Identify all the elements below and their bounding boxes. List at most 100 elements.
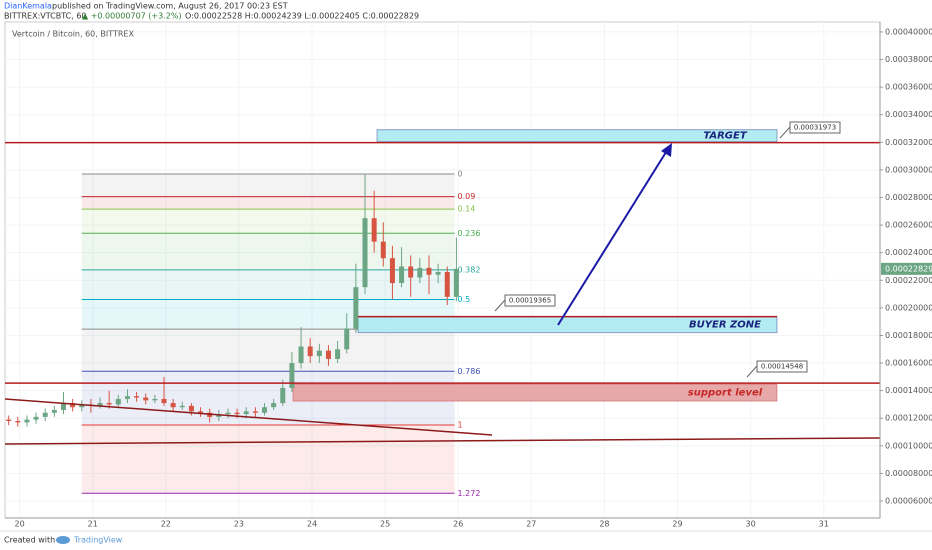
y-tick-label: 0.00018000: [885, 331, 932, 340]
trend-line: [4, 398, 493, 436]
x-tick-label: 26: [453, 520, 463, 529]
candle-body: [170, 403, 176, 408]
brand: TradingView: [73, 536, 123, 545]
fib-label: 0.786: [458, 367, 481, 376]
candle-body: [179, 405, 185, 408]
candle-body: [143, 397, 149, 401]
zone-label: TARGET: [703, 131, 748, 142]
y-tick-label: 0.00024000: [885, 248, 932, 257]
candle-body: [161, 398, 167, 404]
candle-body: [115, 398, 121, 405]
author: DianKemala: [4, 2, 52, 11]
y-tick-label: 0.00008000: [885, 469, 932, 478]
x-tick-label: 31: [819, 520, 829, 529]
x-tick-label: 25: [380, 520, 390, 529]
candle-body: [408, 266, 414, 278]
candle-body: [225, 412, 231, 415]
fib-label: 0: [458, 170, 463, 179]
y-tick-label: 0.00014000: [885, 386, 932, 395]
fib-label: 0.236: [458, 229, 481, 238]
logo: [56, 536, 70, 544]
candle-body: [453, 268, 459, 297]
y-tick-label: 0.00030000: [885, 165, 932, 174]
y-tick-label: 0.00034000: [885, 110, 932, 119]
y-tick-label: 0.00036000: [885, 83, 932, 92]
x-tick-label: 29: [672, 520, 682, 529]
candle-body: [33, 416, 39, 420]
callout-pointer: [779, 126, 791, 139]
fib-label: 0.09: [458, 192, 476, 201]
y-tick-label: 0.00020000: [885, 303, 932, 312]
candle-body: [97, 403, 103, 406]
candle-body: [152, 398, 158, 401]
candle-body: [188, 405, 194, 412]
x-tick-label: 23: [234, 520, 244, 529]
callout-label: 0.00014548: [761, 363, 803, 371]
x-tick-label: 22: [161, 520, 171, 529]
trend-line: [4, 437, 881, 445]
candle-body: [417, 267, 423, 278]
candle-body: [444, 272, 450, 297]
candle-body: [271, 403, 277, 408]
candle-body: [243, 411, 249, 415]
header-bg: [0, 0, 932, 22]
callout-pointer: [494, 299, 506, 312]
x-tick-label: 30: [746, 520, 756, 529]
y-tick-label: 0.00022000: [885, 276, 932, 285]
candle-body: [42, 412, 48, 417]
x-tick-label: 21: [88, 520, 98, 529]
fib-label: 0.5: [458, 295, 471, 304]
chart-title: Vertcoin / Bitcoin, 60, BITTREX: [12, 30, 134, 39]
fib-band: [81, 196, 455, 210]
arrow: [557, 148, 669, 326]
candle-body: [362, 218, 368, 288]
x-tick-label: 27: [526, 520, 536, 529]
y-tick-label: 0.00010000: [885, 441, 932, 450]
fib-band: [81, 209, 455, 234]
candle-body: [60, 403, 66, 410]
callout-box: [756, 360, 808, 373]
fib-band: [81, 269, 455, 300]
fib-band: [81, 233, 455, 270]
ohlc: O:0.00022528 H:0.00024239 L:0.00022405 C…: [185, 12, 419, 21]
callout-label: 0.00019365: [509, 297, 551, 305]
arrow-head: [661, 143, 672, 157]
last-price-tag: [881, 262, 932, 275]
candle-body: [298, 346, 304, 364]
y-tick-label: 0.00038000: [885, 55, 932, 64]
y-tick-label: 0.00012000: [885, 414, 932, 423]
callout-box: [789, 121, 841, 134]
candle-body: [51, 409, 57, 413]
candle-body: [289, 363, 295, 388]
candle-body: [24, 419, 30, 423]
fib-band: [81, 174, 455, 197]
candle-body: [307, 346, 313, 357]
change: ▲ +0.00000707 (+3.2%): [82, 12, 182, 21]
x-tick-label: 24: [307, 520, 317, 529]
candle-body: [389, 258, 395, 284]
candle-body: [435, 272, 441, 275]
x-tick-label: 28: [599, 520, 609, 529]
y-tick-label: 0.00016000: [885, 359, 932, 368]
fib-band: [81, 329, 455, 372]
y-tick-label: 0.00006000: [885, 497, 932, 506]
callout-label: 0.00031973: [794, 124, 836, 132]
candle-body: [70, 403, 76, 408]
candle-body: [234, 412, 240, 415]
candle-body: [262, 407, 268, 413]
fib-label: 1: [458, 421, 463, 430]
candle-body: [198, 411, 204, 413]
candle-body: [399, 266, 405, 284]
y-tick-label: 0.00040000: [885, 27, 932, 36]
published: published on TradingView.com, August 26,…: [52, 2, 288, 11]
y-tick-label: 0.00028000: [885, 193, 932, 202]
candle-body: [380, 241, 386, 259]
fib-label: 0.14: [458, 205, 476, 214]
candle-body: [371, 218, 377, 242]
candle-body: [252, 411, 258, 413]
candle-body: [79, 404, 85, 408]
callout-pointer: [746, 365, 758, 378]
fib-label: 0.382: [458, 265, 481, 274]
candle-body: [353, 287, 359, 329]
